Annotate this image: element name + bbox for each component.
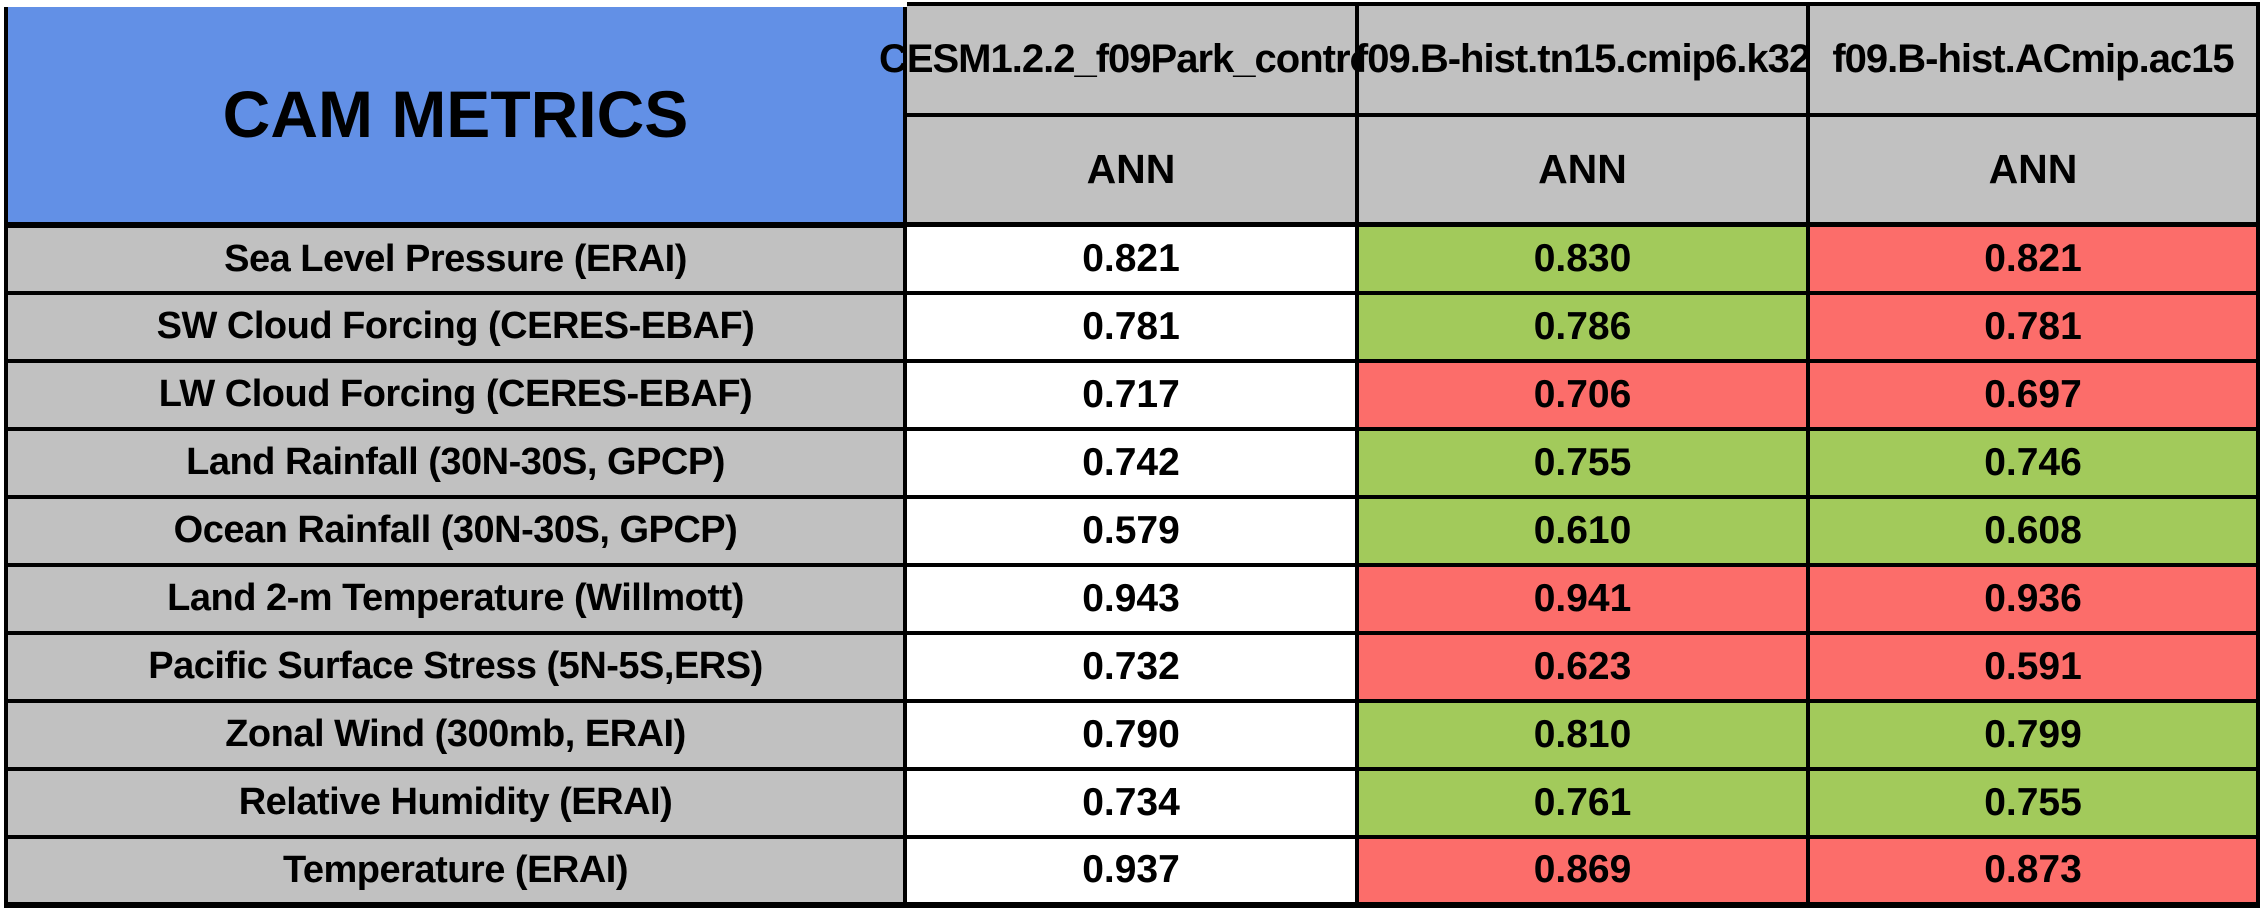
season-header: ANN [903,112,1359,227]
row-label: Relative Humidity (ERAI) [4,766,907,839]
value-cell: 0.591 [1806,630,2260,703]
season-header: ANN [1355,112,1810,227]
value-cell: 0.936 [1806,562,2260,635]
value-cell: 0.732 [903,630,1359,703]
value-cell: 0.742 [903,426,1359,499]
row-label: Temperature (ERAI) [4,834,907,908]
value-cell: 0.761 [1355,766,1810,839]
header-row-seasons: ANN ANN ANN [6,112,2260,227]
table-row: Relative Humidity (ERAI) 0.734 0.761 0.7… [4,766,2260,839]
value-cell: 0.799 [1806,698,2260,771]
column-header-overflow-wrapper: CESM1.2.2_f09Park_control [879,37,1384,82]
table-row: Pacific Surface Stress (5N-5S,ERS) 0.732… [4,630,2260,703]
value-cell: 0.697 [1806,358,2260,431]
value-cell: 0.781 [903,290,1359,363]
value-cell: 0.734 [903,766,1359,839]
value-cell: 0.755 [1355,426,1810,499]
row-label: LW Cloud Forcing (CERES-EBAF) [4,358,907,431]
value-cell: 0.746 [1806,426,2260,499]
value-cell: 0.873 [1806,834,2260,908]
value-cell: 0.579 [903,494,1359,567]
table-row: Land 2-m Temperature (Willmott) 0.943 0.… [4,562,2260,635]
table-row: Sea Level Pressure (ERAI) 0.821 0.830 0.… [4,222,2260,295]
column-header-overflow-wrapper: f09.B-hist.ACmip.ac15 [1810,37,2256,82]
row-label: Land Rainfall (30N-30S, GPCP) [4,426,907,499]
row-label: Ocean Rainfall (30N-30S, GPCP) [4,494,907,567]
column-header-label: f09.B-hist.ACmip.ac15 [1832,36,2234,81]
value-cell: 0.786 [1355,290,1810,363]
row-label: SW Cloud Forcing (CERES-EBAF) [4,290,907,363]
value-cell: 0.706 [1355,358,1810,431]
season-header: ANN [1806,112,2260,227]
value-cell: 0.810 [1355,698,1810,771]
table-row: SW Cloud Forcing (CERES-EBAF) 0.781 0.78… [4,290,2260,363]
value-cell: 0.941 [1355,562,1810,635]
value-cell: 0.717 [903,358,1359,431]
row-label: Pacific Surface Stress (5N-5S,ERS) [4,630,907,703]
table-row: Land Rainfall (30N-30S, GPCP) 0.742 0.75… [4,426,2260,499]
row-label: Sea Level Pressure (ERAI) [4,222,907,295]
column-header-label: f09.B-hist.tn15.cmip6.k32 [1354,36,1811,81]
column-header-model-3: f09.B-hist.ACmip.ac15 [1806,1,2260,117]
column-header-label: CESM1.2.2_f09Park_control [878,36,1384,81]
value-cell: 0.869 [1355,834,1810,908]
value-cell: 0.755 [1806,766,2260,839]
metrics-table: CAM METRICS CESM1.2.2_f09Park_control f0… [4,0,2260,908]
value-cell: 0.781 [1806,290,2260,363]
column-header-model-2: f09.B-hist.tn15.cmip6.k32 [1355,1,1811,117]
value-cell: 0.937 [903,834,1359,908]
value-cell: 0.830 [1355,222,1810,295]
value-cell: 0.821 [903,222,1359,295]
table-title: CAM METRICS [4,0,907,228]
value-cell: 0.943 [903,562,1359,635]
header-row-models: CAM METRICS CESM1.2.2_f09Park_control f0… [4,0,2260,228]
value-cell: 0.623 [1355,630,1810,703]
value-cell: 0.790 [903,698,1359,771]
table-row: Temperature (ERAI) 0.937 0.869 0.873 [4,834,2260,908]
value-cell: 0.610 [1355,494,1810,567]
column-header-overflow-wrapper: f09.B-hist.tn15.cmip6.k32 [1355,37,1811,82]
row-label: Land 2-m Temperature (Willmott) [4,562,907,635]
row-label: Zonal Wind (300mb, ERAI) [4,698,907,771]
value-cell: 0.821 [1806,222,2260,295]
column-header-model-1: CESM1.2.2_f09Park_control [879,1,1384,117]
table-row: Zonal Wind (300mb, ERAI) 0.790 0.810 0.7… [4,698,2260,771]
table-row: Ocean Rainfall (30N-30S, GPCP) 0.579 0.6… [4,494,2260,567]
table-row: LW Cloud Forcing (CERES-EBAF) 0.717 0.70… [4,358,2260,431]
value-cell: 0.608 [1806,494,2260,567]
